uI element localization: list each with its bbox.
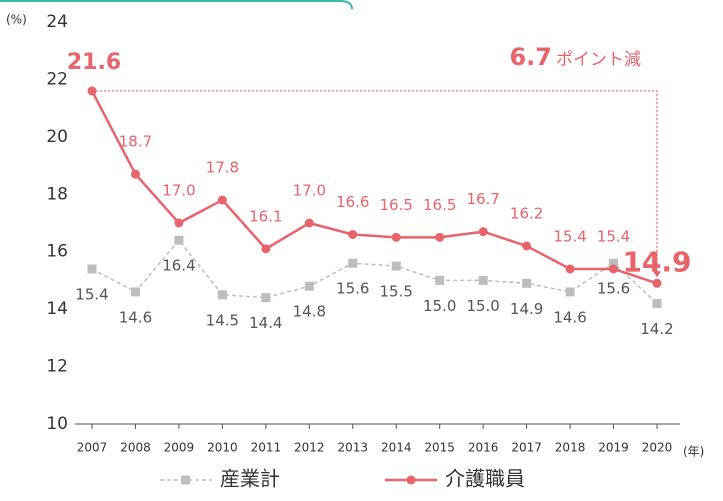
x-tick-label: 2013 xyxy=(337,441,368,455)
data-label: 14.9 xyxy=(510,300,543,318)
point xyxy=(304,218,314,228)
point xyxy=(261,244,271,254)
data-label: 15.5 xyxy=(380,283,413,301)
legend-marker xyxy=(406,475,416,485)
data-label: 17.0 xyxy=(293,182,326,200)
data-label: 16.1 xyxy=(249,207,282,225)
point xyxy=(87,264,97,274)
point xyxy=(174,218,184,228)
x-tick-label: 2011 xyxy=(251,441,282,455)
x-tick-label: 2010 xyxy=(207,441,238,455)
y-tick-label: 16 xyxy=(46,242,68,262)
data-label: 21.6 xyxy=(67,50,121,75)
legend-label: 介護職員 xyxy=(445,467,525,491)
x-tick-label: 2017 xyxy=(511,441,542,455)
point xyxy=(130,287,140,297)
annotation-text: ポイント減 xyxy=(556,50,641,70)
x-tick-label: 2007 xyxy=(77,441,108,455)
x-tick-label: 2014 xyxy=(381,441,412,455)
data-label: 14.4 xyxy=(249,314,282,332)
series-line xyxy=(90,90,658,285)
x-tick-label: 2015 xyxy=(424,441,455,455)
y-unit: (%) xyxy=(6,13,27,27)
data-label: 15.0 xyxy=(423,297,456,315)
data-label: 15.0 xyxy=(466,297,499,315)
point xyxy=(565,264,575,274)
x-tick-label: 2016 xyxy=(468,441,499,455)
y-tick-label: 20 xyxy=(46,127,68,147)
annotation-arrow xyxy=(653,271,661,278)
x-tick-label: 2012 xyxy=(294,441,325,455)
point xyxy=(609,258,619,268)
point xyxy=(478,275,488,285)
point xyxy=(304,281,314,291)
point xyxy=(478,227,488,237)
point xyxy=(522,241,532,251)
data-label: 14.6 xyxy=(119,308,152,326)
point xyxy=(130,169,140,179)
data-label: 15.4 xyxy=(75,285,108,303)
x-tick-label: 2018 xyxy=(555,441,586,455)
point xyxy=(87,86,97,96)
data-label: 16.5 xyxy=(380,196,413,214)
point xyxy=(565,287,575,297)
data-label: 17.0 xyxy=(162,182,195,200)
point xyxy=(348,258,358,268)
point xyxy=(652,278,662,288)
decor-border xyxy=(0,0,353,10)
y-tick-label: 12 xyxy=(46,357,68,377)
x-tick-label: 2008 xyxy=(120,441,151,455)
data-label: 15.6 xyxy=(336,280,369,298)
series-line xyxy=(91,239,658,304)
point xyxy=(348,229,358,239)
legend-label: 産業計 xyxy=(220,467,280,491)
data-label: 16.4 xyxy=(162,257,195,275)
y-tick-label: 14 xyxy=(46,299,68,319)
x-tick-label: 2019 xyxy=(598,441,629,455)
point xyxy=(652,298,662,308)
data-label: 15.4 xyxy=(553,227,586,245)
point xyxy=(261,293,271,303)
data-label: 14.6 xyxy=(553,308,586,326)
data-label: 14.5 xyxy=(206,311,239,329)
point xyxy=(391,232,401,242)
annotation-bracket xyxy=(92,90,658,274)
data-label: 18.7 xyxy=(119,133,152,151)
y-tick-label: 22 xyxy=(46,69,68,89)
point xyxy=(174,235,184,245)
data-label: 16.2 xyxy=(510,204,543,222)
data-label: 16.6 xyxy=(336,193,369,211)
point xyxy=(435,232,445,242)
point xyxy=(217,195,227,205)
data-label: 15.4 xyxy=(597,227,630,245)
data-label: 14.2 xyxy=(640,320,673,338)
point xyxy=(522,278,532,288)
point xyxy=(609,264,619,274)
data-label: 14.9 xyxy=(622,245,691,278)
data-label: 17.8 xyxy=(206,159,239,177)
x-tick-label: 2020 xyxy=(642,441,673,455)
data-label: 16.5 xyxy=(423,196,456,214)
data-label: 15.6 xyxy=(597,280,630,298)
annotation-number: 6.7 xyxy=(509,43,552,71)
point xyxy=(391,261,401,271)
y-tick-label: 24 xyxy=(46,12,68,32)
y-tick-label: 18 xyxy=(46,184,68,204)
legend-marker xyxy=(181,475,190,485)
y-tick-label: 10 xyxy=(46,414,68,434)
x-unit: (年) xyxy=(683,445,704,459)
data-label: 14.8 xyxy=(293,303,326,321)
point xyxy=(435,275,445,285)
point xyxy=(217,290,227,300)
data-label: 16.7 xyxy=(466,190,499,208)
x-tick-label: 2009 xyxy=(164,441,195,455)
